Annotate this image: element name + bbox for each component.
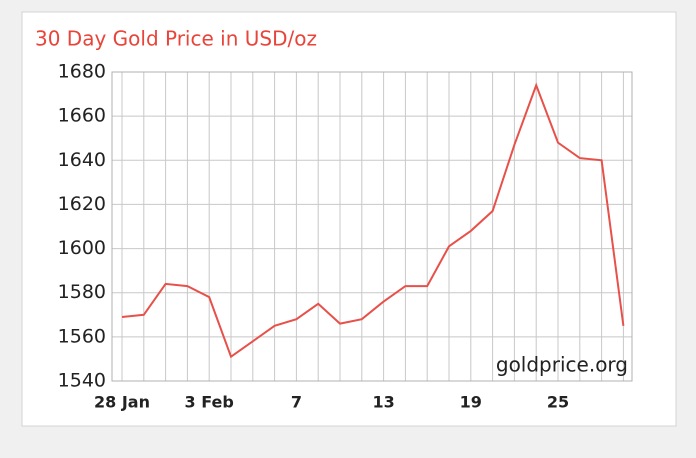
y-tick-label: 1620 — [58, 193, 106, 215]
y-tick-label: 1540 — [58, 370, 106, 392]
x-tick-label: 7 — [291, 393, 302, 412]
y-tick-label: 1660 — [58, 105, 106, 127]
y-tick-label: 1580 — [58, 281, 106, 303]
x-tick-label: 3 Feb — [185, 393, 234, 412]
chart-title: 30 Day Gold Price in USD/oz — [35, 27, 317, 51]
x-tick-label: 25 — [547, 393, 569, 412]
price-line — [121, 82, 625, 359]
annotation: goldprice.org — [496, 353, 628, 377]
x-tick-label: 19 — [460, 393, 482, 412]
x-tick-label: 13 — [372, 393, 394, 412]
x-tick-label: 28 Jan — [94, 393, 150, 412]
plot-frame — [111, 71, 633, 382]
panel — [21, 11, 677, 427]
y-tick-label: 1600 — [58, 237, 106, 259]
y-tick-label: 1640 — [58, 149, 106, 171]
y-tick-label: 1560 — [58, 325, 106, 347]
y-tick-label: 1680 — [58, 61, 106, 83]
